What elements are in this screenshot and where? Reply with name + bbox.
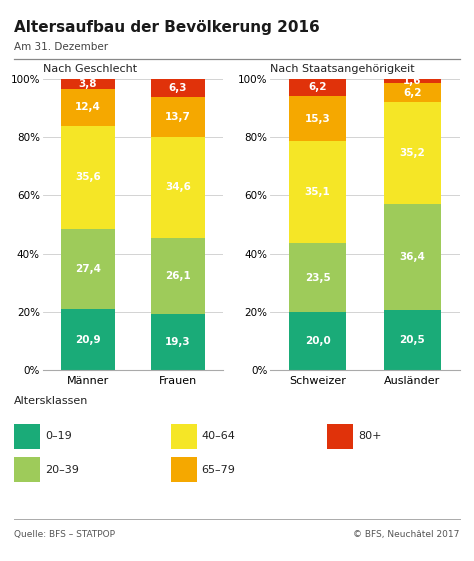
Text: 6,3: 6,3: [168, 82, 187, 93]
Bar: [151, 137, 205, 238]
Bar: [384, 310, 441, 370]
Text: 20–39: 20–39: [45, 465, 79, 475]
Text: 15,3: 15,3: [305, 114, 330, 123]
Bar: [61, 309, 115, 370]
Bar: [61, 89, 115, 126]
Text: 80+: 80+: [358, 431, 382, 441]
Bar: [61, 78, 115, 89]
Text: 3,8: 3,8: [78, 79, 97, 89]
Text: 20,5: 20,5: [400, 335, 425, 346]
Text: 0–19: 0–19: [45, 431, 72, 441]
Bar: [289, 141, 346, 243]
Bar: [289, 78, 346, 96]
Text: 40–64: 40–64: [201, 431, 235, 441]
Text: 35,2: 35,2: [400, 148, 425, 158]
Bar: [384, 102, 441, 204]
Text: 23,5: 23,5: [305, 273, 330, 283]
Text: 35,1: 35,1: [305, 187, 330, 197]
Text: © BFS, Neuchâtel 2017: © BFS, Neuchâtel 2017: [354, 530, 460, 539]
Text: 26,1: 26,1: [165, 271, 191, 281]
Text: 1,6: 1,6: [403, 76, 422, 86]
Text: 65–79: 65–79: [201, 465, 235, 475]
Text: Altersklassen: Altersklassen: [14, 396, 89, 406]
Bar: [289, 96, 346, 141]
Text: Altersaufbau der Bevölkerung 2016: Altersaufbau der Bevölkerung 2016: [14, 20, 320, 35]
Bar: [289, 243, 346, 312]
Text: 19,3: 19,3: [165, 337, 191, 347]
Text: 6,2: 6,2: [308, 82, 327, 93]
Text: 27,4: 27,4: [75, 264, 100, 274]
Bar: [61, 126, 115, 229]
Bar: [151, 79, 205, 97]
Bar: [151, 97, 205, 137]
Bar: [151, 314, 205, 370]
Text: 35,6: 35,6: [75, 172, 100, 182]
Text: 36,4: 36,4: [400, 252, 425, 263]
Text: 12,4: 12,4: [75, 103, 100, 112]
Bar: [151, 238, 205, 314]
Text: 20,0: 20,0: [305, 336, 330, 346]
Bar: [61, 229, 115, 309]
Text: 20,9: 20,9: [75, 335, 100, 345]
Text: Quelle: BFS – STATPOP: Quelle: BFS – STATPOP: [14, 530, 115, 539]
Bar: [384, 84, 441, 102]
Bar: [289, 312, 346, 370]
Text: 6,2: 6,2: [403, 88, 422, 98]
Text: Am 31. Dezember: Am 31. Dezember: [14, 42, 109, 52]
Text: Nach Staatsangehörigkeit: Nach Staatsangehörigkeit: [270, 63, 415, 73]
Text: 13,7: 13,7: [165, 112, 191, 122]
Bar: [384, 204, 441, 310]
Bar: [384, 79, 441, 84]
Text: Nach Geschlecht: Nach Geschlecht: [43, 63, 137, 73]
Text: 34,6: 34,6: [165, 182, 191, 192]
